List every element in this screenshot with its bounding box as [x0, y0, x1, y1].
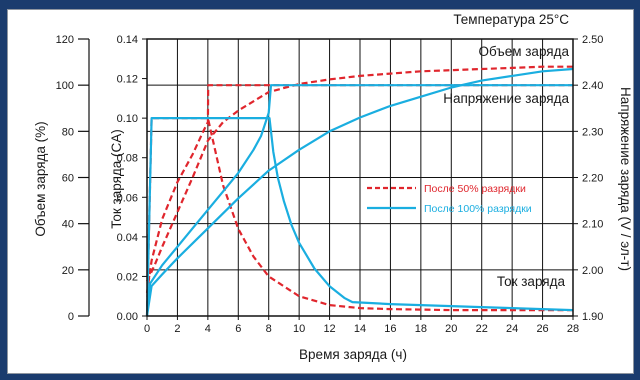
current-tick-label-2: 0.04 — [117, 232, 138, 244]
x-tick-label-0: 0 — [144, 323, 150, 335]
current-tick-label-3: 0.06 — [117, 192, 138, 204]
x-tick-label-7: 14 — [354, 323, 366, 335]
capacity-tick-label-2: 40 — [62, 219, 74, 231]
voltage-tick-label-5: 2.40 — [582, 80, 603, 92]
legend: После 50% разрядки После 100% разрядки — [367, 183, 532, 215]
x-tick-label-2: 4 — [205, 323, 211, 335]
capacity-axis-label: Объем заряда (%) — [33, 121, 48, 236]
x-tick-label-13: 26 — [536, 323, 548, 335]
current-axis-label: Ток заряда (CA) — [109, 129, 124, 229]
voltage-tick-label-2: 2.10 — [582, 219, 603, 231]
legend-label-100: После 100% разрядки — [424, 203, 532, 215]
current-tick-label-1: 0.02 — [117, 271, 138, 283]
capacity-tick-label-6: 120 — [56, 34, 74, 46]
legend-label-50: После 50% разрядки — [424, 183, 526, 195]
voltage-tick-label-1: 2.00 — [582, 265, 603, 277]
x-tick-label-6: 12 — [323, 323, 335, 335]
current-tick-label-0: 0.00 — [117, 311, 138, 323]
capacity-tick-label-0: 0 — [68, 311, 74, 323]
series-50pct-voltage-line — [145, 84, 573, 294]
axes: 0 2 4 6 8 10 12 14 16 18 20 22 24 26 28020406080100120… — [56, 34, 604, 335]
x-tick-label-11: 22 — [476, 323, 488, 335]
voltage-curve-label: Напряжение заряда — [443, 91, 569, 106]
current-tick-label-6: 0.12 — [117, 74, 138, 86]
voltage-tick-label-4: 2.30 — [582, 126, 603, 138]
charge-characteristics-chart: 0 2 4 6 8 10 12 14 16 18 20 22 24 26 28020406080100120… — [33, 12, 633, 362]
x-tick-label-3: 6 — [235, 323, 241, 335]
current-curve-label: Ток заряда — [497, 274, 566, 289]
x-tick-label-10: 20 — [445, 323, 457, 335]
x-tick-label-12: 24 — [506, 323, 518, 335]
series-50pct-capacity-line — [146, 65, 573, 282]
series-100pct-capacity-line — [145, 67, 574, 317]
voltage-tick-label-3: 2.20 — [582, 173, 603, 185]
x-tick-label-8: 16 — [384, 323, 396, 335]
series-100pct-current-line — [145, 117, 574, 317]
series-lines — [145, 65, 574, 317]
current-tick-label-5: 0.10 — [117, 113, 138, 125]
x-tick-label-4: 8 — [266, 323, 272, 335]
voltage-tick-label-6: 2.50 — [582, 34, 603, 46]
series-100pct-voltage-line — [145, 84, 573, 317]
x-tick-label-1: 2 — [174, 323, 180, 335]
x-tick-label-5: 10 — [293, 323, 305, 335]
capacity-tick-label-3: 60 — [62, 173, 74, 185]
chart-panel: 0 2 4 6 8 10 12 14 16 18 20 22 24 26 28 0 20 40 60 80 100 120… — [7, 9, 634, 374]
capacity-curve-label: Объем заряда — [478, 44, 569, 59]
capacity-tick-label-5: 100 — [56, 80, 74, 92]
voltage-axis-label: Напряжение заряда (V / эл-т) — [618, 87, 633, 271]
capacity-tick-label-1: 20 — [62, 265, 74, 277]
x-tick-label-9: 18 — [415, 323, 427, 335]
temperature-note: Температура 25°C — [453, 12, 569, 27]
x-axis-label: Время заряда (ч) — [299, 347, 407, 362]
current-tick-label-4: 0.08 — [117, 153, 138, 165]
capacity-tick-label-4: 80 — [62, 126, 74, 138]
voltage-tick-label-0: 1.90 — [582, 311, 603, 323]
current-tick-label-7: 0.14 — [117, 34, 138, 46]
x-tick-label-14: 28 — [567, 323, 579, 335]
